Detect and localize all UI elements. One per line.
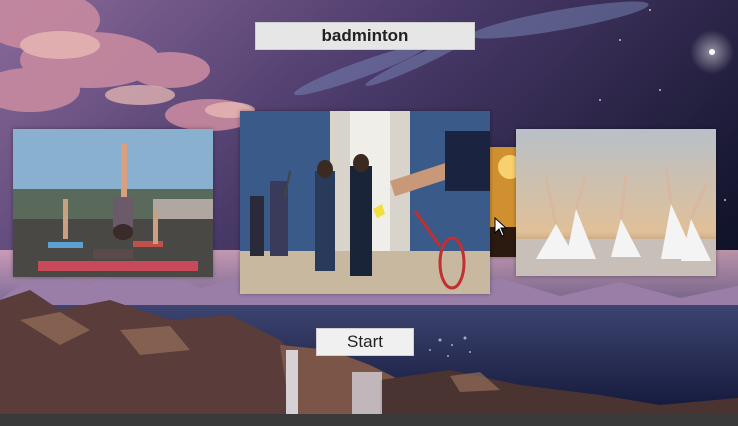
photo-yoga[interactable] <box>13 129 213 277</box>
start-button[interactable]: Start <box>316 328 414 356</box>
photo-ballet[interactable] <box>516 129 716 276</box>
photo-peek-sunset <box>490 147 516 257</box>
cursor-arrow-icon <box>494 216 508 237</box>
photo-badminton[interactable] <box>240 111 490 294</box>
bottom-bar <box>0 414 738 426</box>
page-title: badminton <box>255 22 475 50</box>
